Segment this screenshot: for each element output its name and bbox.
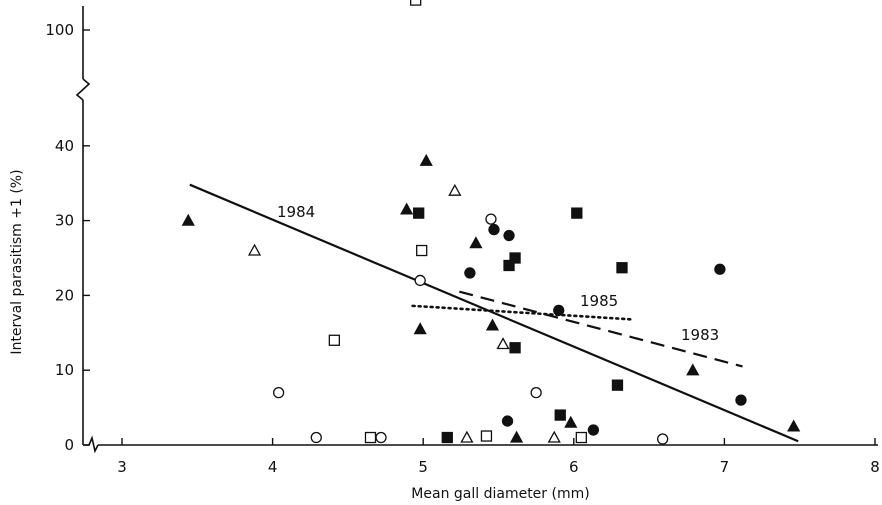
open-triangle-marker (460, 430, 474, 443)
open-circle-marker (485, 213, 497, 225)
y-tick-label: 10 (55, 361, 74, 379)
fit-line-1983 (459, 290, 743, 368)
y-tick-label: 20 (55, 286, 74, 304)
open-square-marker (410, 0, 422, 6)
open-triangle-marker (247, 243, 262, 256)
filled-square-marker (509, 342, 521, 354)
filled-square-marker (509, 252, 521, 264)
y-tick-label: 30 (55, 212, 74, 230)
filled-square-marker (554, 409, 566, 421)
open-triangle-marker (448, 183, 462, 196)
open-square-marker (480, 430, 493, 442)
x-tick-label: 8 (870, 458, 880, 476)
open-triangle-marker (496, 337, 510, 350)
fit-lines (189, 183, 799, 443)
y-tick-label: 100 (45, 21, 74, 39)
filled-square-marker (441, 431, 453, 444)
filled-square-marker (611, 379, 624, 391)
open-circle-marker (657, 433, 669, 445)
open-circle-marker (375, 431, 387, 444)
open-circle-marker (310, 431, 322, 444)
y-axis-break (75, 78, 91, 101)
filled-triangle-marker (419, 153, 433, 166)
filled-triangle-marker (509, 430, 524, 443)
open-circle-marker (530, 386, 542, 399)
filled-circle-marker (714, 263, 726, 275)
x-tick-label: 4 (268, 458, 278, 476)
fit-line-label-1985: 1985 (580, 292, 618, 310)
open-square-marker (364, 431, 377, 444)
filled-circle-marker (735, 394, 747, 406)
open-triangle-marker (547, 430, 561, 443)
open-circle-marker (272, 386, 285, 399)
filled-circle-marker (501, 415, 514, 427)
fit-line-label-1983: 1983 (681, 326, 719, 344)
filled-triangle-marker (400, 202, 414, 215)
filled-circle-marker (488, 223, 500, 236)
filled-circle-marker (587, 424, 600, 436)
x-axis-break (88, 435, 99, 454)
y-tick-label: 0 (64, 436, 74, 454)
axes: 3 4 5 6 7 8 0 10 20 30 40 100 (45, 6, 880, 476)
filled-triangle-marker (564, 415, 578, 428)
y-axis-label: Interval parasitism +1 (%) (9, 169, 25, 354)
filled-square-marker (616, 262, 628, 274)
filled-triangle-marker (413, 322, 427, 335)
filled-triangle-marker (686, 363, 700, 376)
x-tick-label: 5 (418, 458, 428, 476)
filled-circle-marker (503, 229, 515, 242)
open-square-marker (575, 431, 587, 444)
y-tick-label: 40 (55, 137, 74, 155)
filled-circle-marker (464, 267, 476, 279)
filled-square-marker (503, 259, 515, 272)
labels: Mean gall diameter (mm) Interval parasiti… (9, 169, 719, 502)
filled-triangle-marker (787, 419, 801, 432)
x-tick-label: 6 (569, 458, 579, 476)
filled-triangle-marker (469, 236, 483, 249)
filled-triangle-marker (181, 213, 195, 226)
x-tick-label: 3 (117, 458, 127, 476)
filled-triangle-marker (485, 318, 500, 331)
filled-square-marker (571, 207, 583, 219)
fit-line-1984 (189, 183, 799, 443)
filled-circle-marker (553, 304, 565, 317)
x-axis-label: Mean gall diameter (mm) (411, 486, 589, 502)
x-tick-label: 7 (720, 458, 730, 476)
fit-line-1985 (411, 304, 633, 321)
data-points (181, 0, 801, 445)
filled-square-marker (413, 207, 425, 219)
fit-line-label-1984: 1984 (277, 203, 315, 221)
open-square-marker (416, 244, 428, 257)
open-square-marker (328, 334, 340, 346)
open-circle-marker (414, 274, 426, 287)
